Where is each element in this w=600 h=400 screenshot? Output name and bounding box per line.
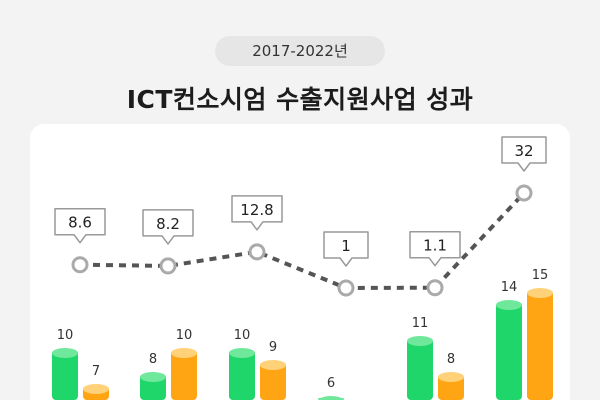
- bar-value-label: 8: [149, 352, 157, 367]
- value-bubble: 8.6: [54, 207, 106, 244]
- bar-value-label: 14: [501, 280, 518, 295]
- value-bubble: 8.2: [142, 209, 194, 245]
- bar-value-label: 8: [447, 352, 455, 367]
- bar-cap: [229, 348, 255, 358]
- line-point: [337, 279, 355, 297]
- bar-group: [438, 372, 464, 400]
- bar-cap: [260, 360, 286, 370]
- bubble-box: [231, 195, 283, 231]
- line-value-label: 12.8: [240, 201, 273, 219]
- bar-group: [171, 348, 197, 400]
- line-value-label: 1.1: [423, 237, 447, 255]
- bar-group: [407, 336, 433, 400]
- bar-value-label: 11: [412, 316, 429, 331]
- bar: [52, 350, 78, 400]
- line-point: [515, 184, 533, 202]
- line-value-label: 32: [514, 142, 533, 160]
- bar-cap: [527, 288, 553, 298]
- bar-cap: [407, 336, 433, 346]
- bar: [171, 350, 197, 400]
- bar-group: [140, 372, 166, 400]
- bar-value-label: 6: [327, 376, 335, 391]
- bar-cap: [140, 372, 166, 382]
- bar-cap: [52, 348, 78, 358]
- bar-value-label: 10: [57, 328, 74, 343]
- bar-group: [527, 288, 553, 400]
- bar-value-label: 15: [532, 268, 549, 283]
- bar-group: [496, 300, 522, 400]
- bubble-box: [409, 230, 461, 267]
- period-pill: 2017-2022년: [215, 36, 385, 66]
- bar: [496, 302, 522, 400]
- line-value-label: 1: [341, 237, 351, 255]
- bar-cap: [83, 384, 109, 394]
- chart-title: ICT컨소시엄 수출지원사업 성과: [126, 85, 474, 114]
- bar-group: [52, 348, 78, 400]
- bar-cap: [171, 348, 197, 358]
- line-point: [248, 243, 266, 261]
- bar: [260, 362, 286, 400]
- bar-group: [260, 360, 286, 400]
- bar: [407, 338, 433, 400]
- line-series: [79, 191, 526, 291]
- bar-cap: [438, 372, 464, 382]
- bar-value-label: 10: [176, 328, 193, 343]
- bar: [229, 350, 255, 400]
- value-bubble: 12.8: [231, 195, 283, 231]
- bubble-box: [323, 231, 369, 267]
- value-bubble: 1.1: [409, 230, 461, 267]
- bar-value-label: 7: [92, 364, 100, 379]
- bubble-box: [501, 136, 547, 172]
- line-value-label: 8.6: [68, 214, 92, 232]
- line-point: [71, 256, 89, 274]
- bar-value-label: 10: [234, 328, 251, 343]
- bar-group: [318, 396, 344, 400]
- bar-group: [229, 348, 255, 400]
- bar: [527, 290, 553, 400]
- line-point: [159, 257, 177, 275]
- value-bubble: 32: [501, 136, 547, 172]
- chart-card: [30, 124, 570, 400]
- bubble-box: [142, 209, 194, 245]
- bar-group: [83, 384, 109, 400]
- line-point: [426, 279, 444, 297]
- bar-cap: [318, 396, 344, 400]
- bubble-box: [54, 207, 106, 244]
- bar-cap: [496, 300, 522, 310]
- line-value-label: 8.2: [156, 215, 180, 233]
- bar-value-label: 9: [269, 340, 277, 355]
- value-bubble: 1: [323, 231, 369, 267]
